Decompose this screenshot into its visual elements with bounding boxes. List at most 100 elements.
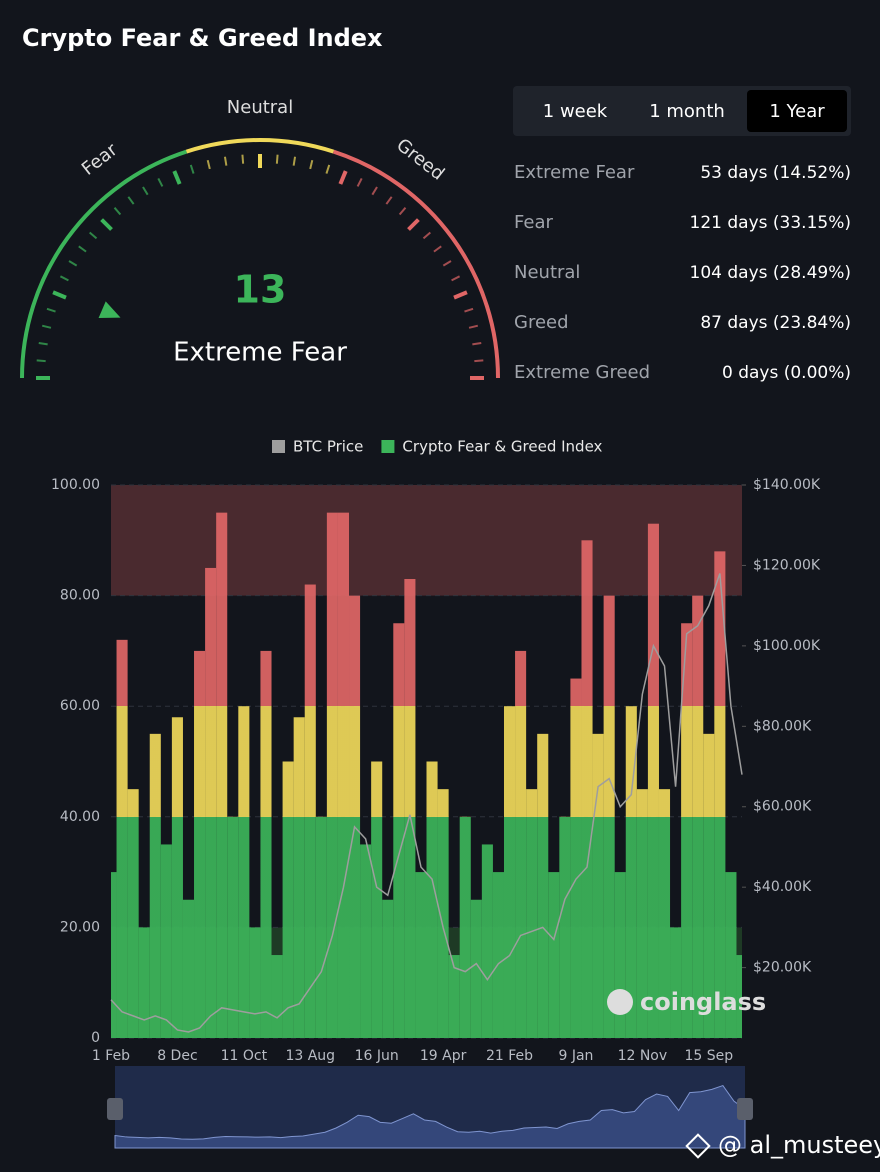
index-bar [515, 650, 527, 1038]
y2-tick-label: $140.00K [753, 477, 821, 493]
gauge-tick [474, 359, 484, 363]
x-tick-label: 19 Apr [420, 1048, 467, 1064]
index-bar [260, 650, 272, 1038]
stat-label: Extreme Greed [514, 362, 650, 383]
y2-tick-label: $40.00K [753, 879, 812, 895]
index-bar [282, 761, 294, 1038]
y2-tick-label: $100.00K [753, 638, 821, 654]
legend-label[interactable]: BTC Price [293, 438, 363, 456]
tab[interactable]: 1 month [649, 101, 725, 122]
index-bar [492, 872, 504, 1038]
gauge-arc [332, 149, 500, 379]
chart: 0 20.00 40.00 60.00 80.00 100.00 $20.00K $40.00… [51, 438, 821, 1149]
index-bar [714, 551, 726, 1038]
gauge-tick [113, 207, 122, 216]
index-bar [271, 955, 283, 1038]
gauge-tick [89, 231, 98, 240]
x-tick-label: 15 Sep [684, 1048, 733, 1064]
index-bar [160, 844, 172, 1038]
index-bar [526, 789, 538, 1038]
gauge-tick [451, 275, 461, 282]
stat-label: Greed [514, 312, 569, 333]
index-bar [415, 872, 427, 1038]
y2-tick-label: $20.00K [753, 960, 812, 976]
index-bar [581, 540, 593, 1038]
legend-swatch[interactable] [272, 440, 285, 453]
stat-value: 121 days (33.15%) [690, 213, 851, 233]
index-bar [692, 595, 704, 1038]
index-bar [382, 899, 394, 1038]
gauge-tick [356, 177, 363, 187]
index-bar [481, 844, 493, 1038]
x-tick-label: 11 Oct [221, 1048, 268, 1064]
tab[interactable]: 1 Year [769, 101, 825, 122]
gauge-tick [453, 290, 468, 300]
watermark: @ al_musteey [718, 1131, 880, 1159]
y2-tick-label: $80.00K [753, 718, 812, 734]
gauge-tick [46, 307, 56, 313]
index-bar [304, 584, 316, 1038]
gauge-tick [371, 186, 378, 196]
gauge-tick [157, 177, 164, 187]
x-tick-label: 13 Aug [285, 1048, 335, 1064]
index-bar [293, 717, 305, 1038]
index-bar [127, 789, 139, 1038]
index-bar [349, 595, 361, 1038]
index-bar [614, 872, 626, 1038]
gauge-tick [338, 170, 348, 185]
gauge-tick [59, 275, 69, 282]
watermark-logo [685, 1133, 711, 1159]
legend-label[interactable]: Crypto Fear & Greed Index [402, 438, 602, 456]
index-bar [138, 927, 150, 1038]
x-tick-label: 1 Feb [92, 1048, 130, 1064]
index-bar [559, 816, 571, 1038]
gauge-tick [385, 196, 393, 205]
gauge-pointer [98, 301, 121, 318]
y-tick-label: 0 [91, 1030, 100, 1046]
gauge-tick [422, 231, 431, 240]
legend-swatch[interactable] [381, 440, 395, 453]
stats: Extreme Fear 53 days (14.52%) Fear 121 days… [514, 162, 851, 383]
index-bar [570, 678, 582, 1038]
y-tick-label: 20.00 [60, 919, 100, 935]
watermark-logo [607, 989, 633, 1015]
gauge-arc [20, 149, 188, 379]
gauge [20, 138, 500, 380]
index-bar [470, 899, 482, 1038]
watermark: coinglass [640, 988, 766, 1016]
gauge-tick [172, 170, 182, 185]
x-tick-label: 12 Nov [618, 1048, 668, 1064]
title: Crypto Fear & Greed Index [22, 24, 383, 52]
gauge-tick [189, 164, 195, 174]
gauge-tick [206, 159, 211, 170]
index-bar [736, 955, 742, 1038]
y-tick-label: 60.00 [60, 698, 100, 714]
index-bar [647, 523, 659, 1038]
index-bar [404, 579, 416, 1038]
stat-value: 0 days (0.00%) [722, 363, 851, 383]
gauge-tick [398, 207, 407, 216]
index-bar [171, 717, 183, 1038]
navigator-handle[interactable] [107, 1098, 123, 1120]
index-bar [194, 650, 206, 1038]
index-bar [149, 733, 161, 1038]
index-bar [315, 816, 327, 1038]
index-bar [703, 733, 715, 1038]
index-bar [360, 844, 372, 1038]
gauge-tick [407, 218, 420, 231]
index-bar [437, 789, 449, 1038]
gauge-tick [52, 290, 67, 300]
index-bar [537, 733, 549, 1038]
index-bar [592, 733, 604, 1038]
tab[interactable]: 1 week [543, 101, 608, 122]
x-tick-label: 9 Jan [558, 1048, 593, 1064]
index-bar [625, 706, 637, 1038]
gauge-tick [309, 159, 314, 170]
navigator-handle[interactable] [737, 1098, 753, 1120]
stat-value: 53 days (14.52%) [700, 163, 851, 183]
gauge-tick [442, 260, 452, 267]
index-bar [393, 623, 405, 1038]
gauge-tick [292, 156, 297, 166]
